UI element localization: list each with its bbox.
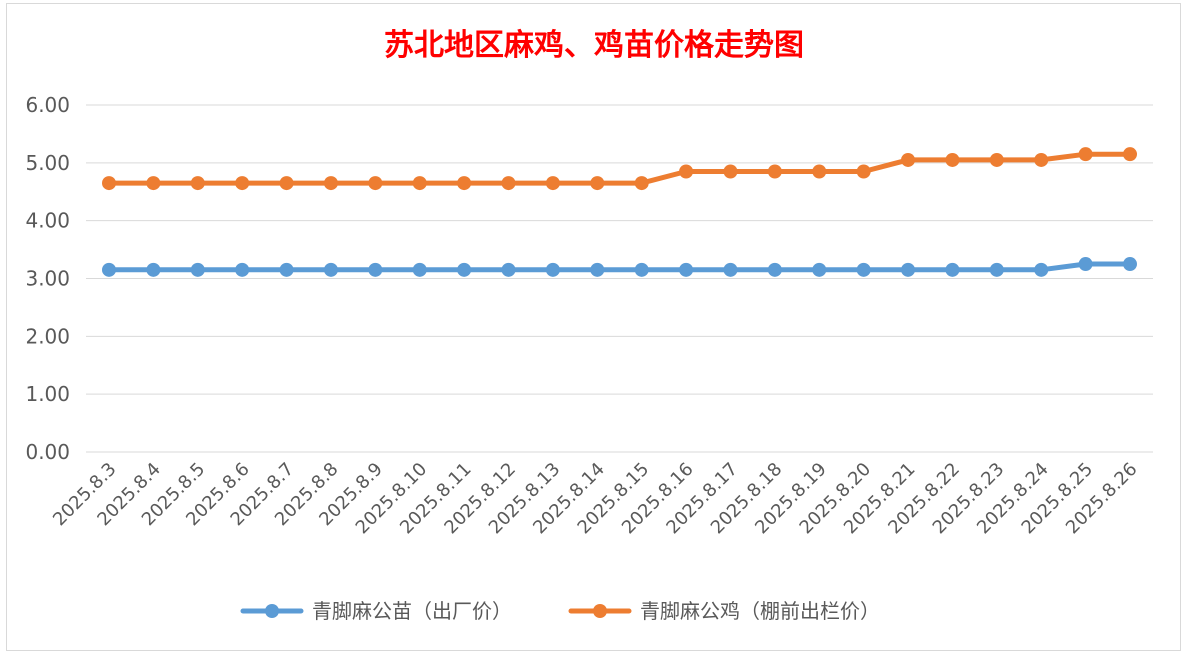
data-point [368,176,383,191]
data-point [190,262,205,277]
y-tick-label: 3.00 [25,267,70,291]
data-point [412,262,427,277]
data-point [368,262,383,277]
data-point [501,262,516,277]
data-point [945,262,960,277]
data-point [457,176,472,191]
data-point [323,176,338,191]
x-axis-ticks: 2025.8.32025.8.42025.8.52025.8.62025.8.7… [49,459,1142,539]
legend-marker [593,604,607,618]
data-point [856,262,871,277]
data-point [767,164,782,179]
data-point [545,176,560,191]
data-point [323,262,338,277]
series-line [106,261,1133,273]
data-point [723,164,738,179]
data-point [279,176,294,191]
chart-title: 苏北地区麻鸡、鸡苗价格走势图 [384,28,804,63]
data-point [146,262,161,277]
data-point [634,176,649,191]
y-tick-label: 2.00 [25,324,70,348]
data-point [1034,152,1049,167]
data-point [457,262,472,277]
data-point [590,262,605,277]
data-point [1123,147,1137,162]
data-point [989,152,1004,167]
legend-item-1: 青脚麻公苗（出厂价） [240,599,512,623]
series-2 [102,147,1137,191]
data-point [235,262,250,277]
data-point [989,262,1004,277]
data-point [190,176,205,191]
y-tick-label: 0.00 [25,440,70,464]
y-tick-label: 1.00 [25,382,70,406]
data-point [679,164,694,179]
y-axis-ticks: 0.00 1.00 2.00 3.00 4.00 5.00 6.00 [25,93,70,464]
data-point [235,176,250,191]
data-point [1078,257,1093,272]
chart-frame [6,3,1181,651]
data-point [945,152,960,167]
data-point [901,152,916,167]
legend-marker [265,604,279,618]
data-point [723,262,738,277]
data-point [102,176,116,191]
y-tick-label: 4.00 [25,209,70,233]
data-point [1034,262,1049,277]
data-point [901,262,916,277]
legend-label: 青脚麻公鸡（棚前出栏价） [640,599,880,623]
legend-item-2: 青脚麻公鸡（棚前出栏价） [568,599,880,623]
data-point [679,262,694,277]
data-point [545,262,560,277]
data-point [1078,147,1093,162]
data-point [634,262,649,277]
data-point [102,262,116,277]
data-point [767,262,782,277]
data-point [1123,257,1137,272]
y-tick-label: 6.00 [25,93,70,117]
data-point [146,176,161,191]
y-tick-label: 5.00 [25,151,70,175]
data-point [279,262,294,277]
data-point [812,164,827,179]
legend: 青脚麻公苗（出厂价） 青脚麻公鸡（棚前出栏价） [240,599,880,623]
data-point [501,176,516,191]
series-layer [102,147,1137,277]
data-point [412,176,427,191]
data-point [856,164,871,179]
data-point [812,262,827,277]
legend-label: 青脚麻公苗（出厂价） [312,599,512,623]
series-line [106,151,1133,186]
series-1 [102,257,1137,277]
data-point [590,176,605,191]
gridlines [86,104,1153,453]
